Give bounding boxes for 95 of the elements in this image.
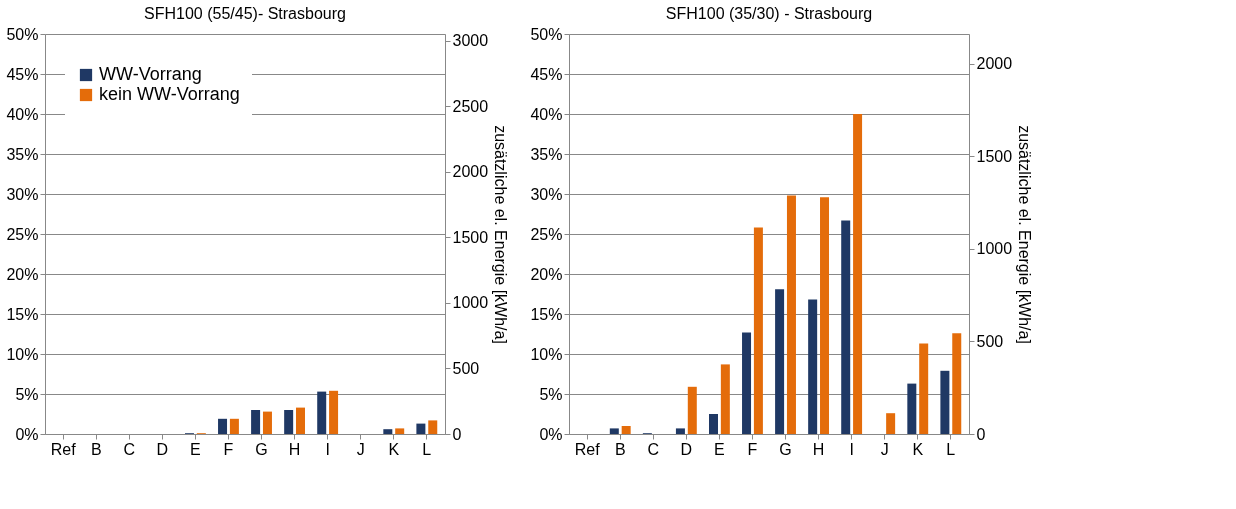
x-tick-label: L bbox=[946, 440, 956, 458]
x-tick-label: H bbox=[812, 440, 825, 458]
y2-axis-title: zusätzliche el. Energie [kWh/a] bbox=[1016, 125, 1034, 344]
bar bbox=[383, 429, 393, 434]
x-tick-label: K bbox=[388, 440, 400, 458]
y-tick-label: 50% bbox=[530, 25, 563, 43]
x-tick-label: J bbox=[356, 440, 365, 458]
y-tick-label: 25% bbox=[530, 225, 563, 243]
y2-tick-label: 2500 bbox=[452, 97, 489, 115]
bar bbox=[395, 428, 405, 434]
bar bbox=[262, 411, 272, 434]
x-tick-label: F bbox=[747, 440, 758, 458]
x-tick-label: Ref bbox=[50, 440, 77, 458]
x-tick-label: G bbox=[255, 440, 268, 458]
bar bbox=[416, 423, 426, 434]
y2-tick-label: 2000 bbox=[976, 55, 1013, 73]
bar bbox=[841, 220, 851, 434]
bar bbox=[329, 390, 339, 434]
bar bbox=[609, 428, 619, 434]
y2-tick-label: 500 bbox=[976, 332, 1004, 350]
x-tick-label: J bbox=[880, 440, 889, 458]
bar bbox=[251, 410, 261, 434]
y2-tick-label: 1500 bbox=[452, 228, 489, 246]
x-tick-label: Ref bbox=[574, 440, 601, 458]
x-tick-label: B bbox=[614, 440, 626, 458]
y-tick-label: 25% bbox=[6, 225, 39, 243]
bar bbox=[952, 333, 962, 434]
y-tick-label: 20% bbox=[530, 265, 563, 283]
bar bbox=[296, 407, 306, 434]
bar bbox=[708, 414, 718, 434]
y2-tick-label: 500 bbox=[452, 359, 480, 377]
bar bbox=[808, 299, 818, 434]
bar bbox=[218, 418, 228, 434]
x-tick-label: H bbox=[288, 440, 301, 458]
bar bbox=[786, 195, 796, 434]
y-tick-label: 50% bbox=[6, 25, 39, 43]
y-tick-label: 35% bbox=[6, 145, 39, 163]
x-tick-label: F bbox=[223, 440, 234, 458]
y2-tick-label: 1500 bbox=[976, 147, 1013, 165]
y2-tick-label: 0 bbox=[976, 425, 986, 443]
x-tick-label: C bbox=[647, 440, 660, 458]
bar bbox=[853, 114, 863, 434]
bar bbox=[886, 413, 896, 434]
x-tick-label: E bbox=[190, 440, 201, 458]
x-tick-label: L bbox=[422, 440, 432, 458]
x-tick-label: I bbox=[325, 440, 330, 458]
y-tick-label: 30% bbox=[6, 185, 39, 203]
bar bbox=[229, 418, 239, 434]
bar bbox=[675, 428, 685, 434]
bar bbox=[720, 364, 730, 434]
y-tick-label: 15% bbox=[530, 305, 563, 323]
x-tick-label: D bbox=[680, 440, 693, 458]
x-tick-label: B bbox=[90, 440, 102, 458]
y-tick-label: 0% bbox=[15, 425, 39, 443]
y-tick-label: 0% bbox=[539, 425, 563, 443]
bar bbox=[919, 343, 929, 434]
y-tick-label: 35% bbox=[530, 145, 563, 163]
y2-tick-label: 3000 bbox=[452, 32, 489, 50]
legend-label: kein WW-Vorrang bbox=[99, 84, 240, 104]
x-tick-label: E bbox=[714, 440, 725, 458]
bar bbox=[687, 386, 697, 434]
bar bbox=[753, 227, 763, 434]
y2-tick-label: 0 bbox=[452, 425, 462, 443]
x-tick-label: C bbox=[123, 440, 136, 458]
y-tick-label: 45% bbox=[6, 65, 39, 83]
bar bbox=[317, 391, 327, 434]
x-tick-label: I bbox=[849, 440, 854, 458]
y-tick-label: 10% bbox=[530, 345, 563, 363]
bar bbox=[940, 370, 950, 434]
x-tick-label: D bbox=[156, 440, 169, 458]
y-tick-label: 5% bbox=[539, 385, 563, 403]
x-tick-label: G bbox=[779, 440, 792, 458]
bar bbox=[820, 197, 830, 434]
y-tick-label: 10% bbox=[6, 345, 39, 363]
x-tick-label: K bbox=[912, 440, 924, 458]
y2-tick-label: 2000 bbox=[452, 163, 489, 181]
y-tick-label: 30% bbox=[530, 185, 563, 203]
bar bbox=[742, 332, 752, 434]
y-tick-label: 20% bbox=[6, 265, 39, 283]
y-tick-label: 45% bbox=[530, 65, 563, 83]
y2-axis-title: zusätzliche el. Energie [kWh/a] bbox=[492, 125, 510, 344]
bar bbox=[428, 420, 438, 434]
chart-title: SFH100 (55/45)- Strasbourg bbox=[144, 5, 346, 22]
bar bbox=[284, 410, 294, 434]
chart-title: SFH100 (35/30) - Strasbourg bbox=[665, 5, 873, 22]
bar bbox=[621, 426, 631, 434]
bar bbox=[775, 289, 785, 434]
legend-label: WW-Vorrang bbox=[99, 64, 202, 84]
bar bbox=[907, 383, 917, 434]
y-tick-label: 5% bbox=[15, 385, 39, 403]
y2-tick-label: 1000 bbox=[976, 240, 1013, 258]
y-tick-label: 40% bbox=[530, 105, 563, 123]
y-tick-label: 15% bbox=[6, 305, 39, 323]
y-tick-label: 40% bbox=[6, 105, 39, 123]
y2-tick-label: 1000 bbox=[452, 294, 489, 312]
